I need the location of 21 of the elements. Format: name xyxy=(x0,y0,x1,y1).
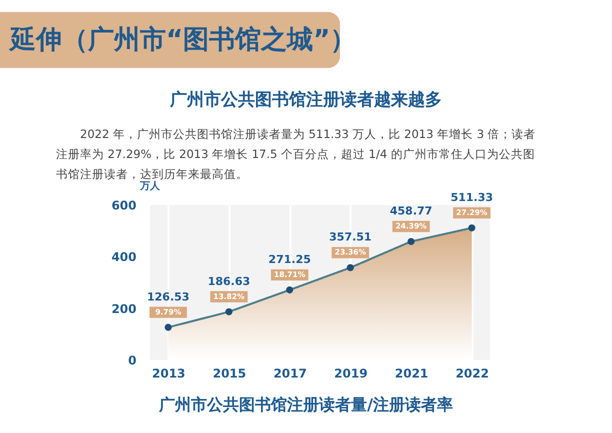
data-label: 357.51 xyxy=(329,230,372,244)
y-axis-title: 万人 xyxy=(139,180,161,192)
data-label: 271.25 xyxy=(268,252,311,266)
x-tick-label: 2022 xyxy=(456,366,489,380)
x-tick-label: 2015 xyxy=(212,366,246,380)
text: 2022 年，广州市公共图书馆注册读者量为 511.33 万人，比 2013 年增长 3 倍；读者注册率为 27.29%，比 2013 年增长 17.5 个百分点，超过 1/4 的广州市常住人口为公共图书馆注册读者，达到历年来最高值。 xyxy=(56,127,536,181)
y-tick-label: 400 xyxy=(111,250,136,264)
chart-title: 延伸（广州市“图书馆之城”） xyxy=(8,25,356,55)
data-label: 511.33 xyxy=(450,190,494,204)
text: 广州市公共图书馆注册读者量/注册读者率 xyxy=(158,395,453,414)
chart-subtitle: 广州市公共图书馆注册读者越来越多 xyxy=(169,90,442,110)
y-tick-label: 0 xyxy=(128,354,136,368)
data-label: 186.63 xyxy=(208,274,250,288)
y-tick-label: 200 xyxy=(111,302,136,316)
x-tick-label: 2013 xyxy=(152,366,186,380)
y-tick-label: 600 xyxy=(111,198,136,212)
x-tick-label: 2021 xyxy=(394,366,428,380)
x-tick-label: 2019 xyxy=(334,366,368,380)
x-tick-label: 2017 xyxy=(273,366,307,380)
data-label: 458.77 xyxy=(390,204,432,218)
data-label: 126.53 xyxy=(146,290,190,304)
